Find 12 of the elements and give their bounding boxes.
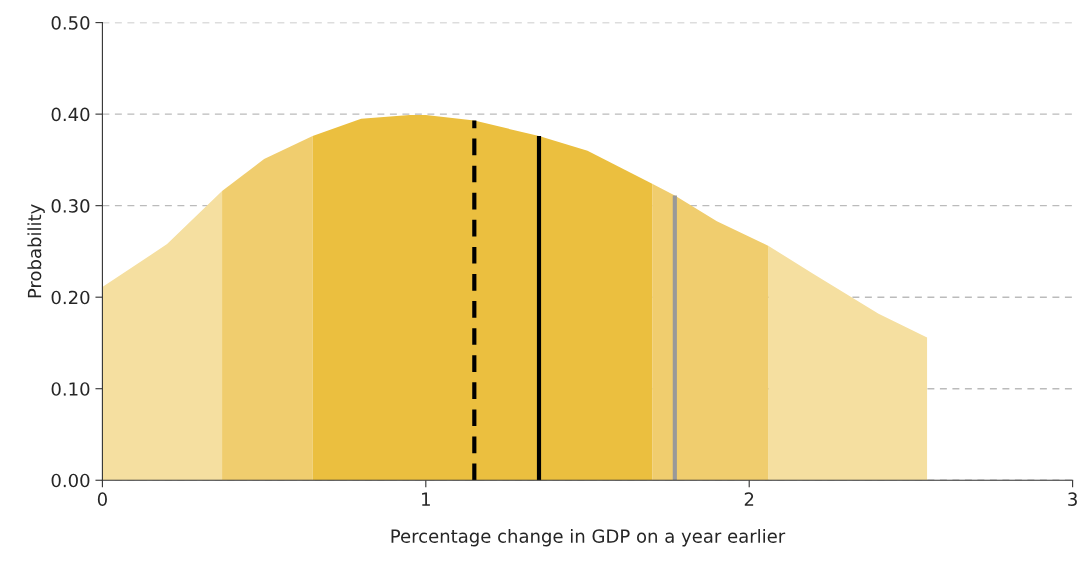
y-axis-title: Probability [27,204,45,298]
y-tick-label: 0.50 [51,16,90,30]
y-tick-label: 0.30 [51,199,90,213]
y-tick-label: 0.20 [51,290,90,305]
x-tick-label: 3 [1068,492,1077,507]
x-tick-label: 1 [422,492,430,506]
x-tick-label: 2 [744,492,754,506]
y-tick-label: 0.00 [51,473,90,488]
x-tick-label: 0 [97,492,107,507]
y-tick-label: 0.40 [51,107,90,122]
x-axis-title: Percentage change in GDP on a year earlier [391,528,786,547]
y-tick-label: 0.10 [51,382,90,396]
